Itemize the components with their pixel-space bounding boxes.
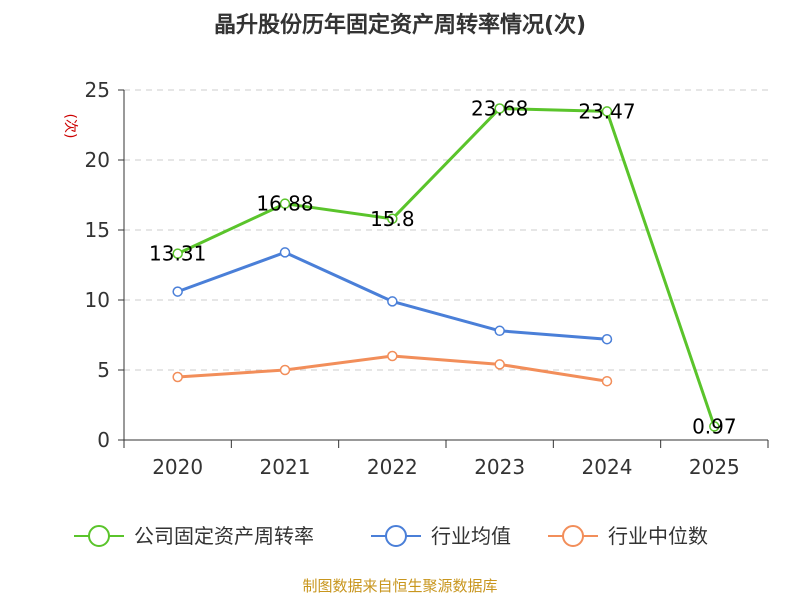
y-tick-label: 20 [85,148,110,172]
data-label: 23.47 [578,99,635,123]
x-tick-label: 2024 [582,455,633,479]
data-point [279,198,291,209]
data-point [387,213,398,225]
data-label: 15.8 [370,207,415,231]
series-line-0 [177,106,716,427]
data-point [172,371,183,383]
data-point [601,333,613,345]
legend-marker [385,525,407,547]
data-point [709,421,720,432]
data-point [601,375,613,387]
legend: 公司固定资产周转率 行业均值 行业中位数 [74,524,708,548]
series-line-1 [177,250,608,341]
y-tick-label: 10 [85,288,110,312]
x-tick-label: 2023 [474,455,525,479]
x-tick-label: 2020 [152,455,203,479]
data-point [387,350,398,362]
y-tick-label: 5 [97,358,110,382]
series-points [172,103,720,432]
data-point [387,296,398,307]
legend-label: 行业均值 [431,524,511,548]
y-axis-label: (次) [62,114,78,139]
chart-title: 晶升股份历年固定资产周转率情况(次) [214,12,586,38]
legend-label: 行业中位数 [608,524,708,548]
data-point [279,364,291,376]
data-point [279,247,291,258]
data-label: 0.97 [692,414,737,438]
legend-marker [562,525,584,547]
x-tick-label: 2021 [260,455,311,479]
data-labels: 13.31 16.88 15.8 23.68 23.47 0.97 [149,96,737,438]
y-tick-label: 0 [97,428,110,452]
x-tick-label: 2022 [367,455,418,479]
legend-label: 公司固定资产周转率 [134,524,314,548]
legend-marker [88,525,110,547]
source-note: 制图数据来自恒生聚源数据库 [302,577,497,595]
data-point [494,359,505,370]
data-point [172,286,183,297]
y-tick-label: 25 [85,78,110,102]
data-point [172,248,183,259]
y-tick-label: 15 [85,218,110,242]
data-label: 16.88 [256,192,313,216]
data-point [494,103,505,114]
grid-lines [124,89,768,371]
series-lines [177,106,716,427]
data-point [601,106,613,117]
x-tick-label: 2025 [689,455,740,479]
data-label: 13.31 [149,242,206,266]
data-label: 23.68 [471,96,528,120]
data-point [494,325,505,337]
